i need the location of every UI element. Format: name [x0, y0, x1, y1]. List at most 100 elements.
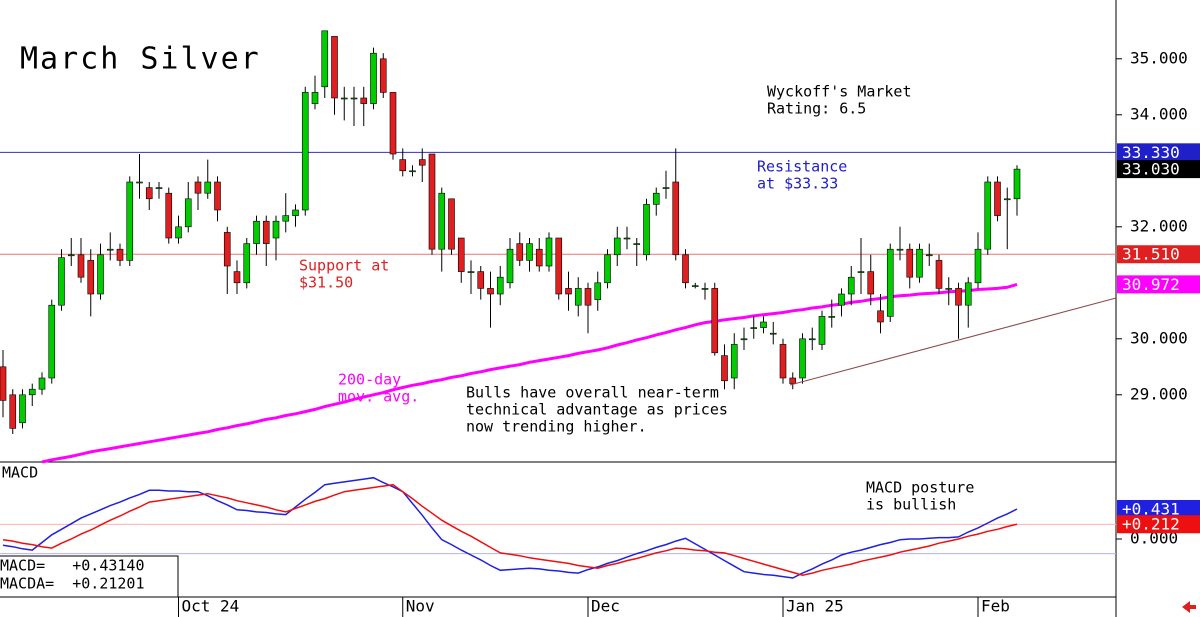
candle-body [701, 288, 709, 290]
candle-body [555, 237, 563, 295]
y-tick-label: 30.000 [1130, 328, 1188, 347]
candle-body [857, 271, 865, 273]
candle-body [584, 288, 592, 306]
annotation: Wyckoff's Market [767, 83, 912, 101]
candle-body [379, 58, 387, 93]
candle-body [106, 248, 114, 251]
candle-body [194, 181, 202, 194]
candle-body [740, 338, 748, 341]
candle-body [828, 316, 836, 318]
candle-body [574, 288, 582, 306]
annotation: Resistance [757, 158, 847, 176]
candle-body [1003, 198, 1011, 201]
series-line [2, 476, 1018, 579]
candle-body [77, 254, 85, 278]
candle-body [282, 215, 290, 222]
candle-body [750, 327, 758, 329]
candle-body [19, 394, 26, 424]
candle-body [184, 198, 192, 228]
candle-body [769, 332, 777, 335]
candle-body [643, 204, 650, 256]
candle-body [779, 344, 787, 379]
candle-body [175, 226, 182, 239]
candle-body [136, 181, 143, 184]
series-line [2, 483, 1018, 576]
price-tag [1117, 245, 1200, 264]
price-tag [1117, 160, 1200, 179]
candle-body [789, 377, 797, 384]
candle-body [428, 153, 436, 250]
x-tick-label: Feb [981, 597, 1010, 616]
candle-body [399, 159, 407, 172]
y-tick-label: 32.000 [1130, 216, 1188, 235]
nav-arrow [1182, 601, 1196, 613]
x-tick-label: Jan 25 [786, 597, 844, 616]
candle-body [214, 181, 221, 211]
price-tag-label: 31.510 [1122, 245, 1180, 264]
legend-box [0, 555, 179, 598]
candle-body [652, 192, 660, 205]
annotation: technical advantage as prices [466, 401, 728, 419]
candle-body [165, 192, 173, 239]
candle-body [253, 220, 260, 244]
trend-line [789, 297, 1117, 386]
candle-body [1013, 168, 1021, 200]
candle-body [565, 288, 572, 295]
candle-body [994, 181, 1001, 216]
candle-body [301, 92, 309, 211]
candle-body [730, 344, 738, 379]
candle-body [906, 248, 914, 278]
candle-body [0, 366, 7, 401]
annotation: MACD posture [866, 479, 974, 497]
candle-body [721, 355, 728, 382]
x-tick-label: Dec [591, 597, 620, 616]
candle-body [409, 170, 416, 173]
chart-title: March Silver [20, 42, 261, 77]
plot: 35.000 34.000 32.000 30.000 29.000 Oct 24 Nov D… [0, 30, 1200, 617]
candle-body [672, 181, 680, 256]
annotation: 200-day [338, 371, 401, 389]
candle-body [808, 338, 816, 341]
candle-body [448, 198, 455, 250]
annotation: mov. avg. [338, 388, 419, 406]
series-line [41, 283, 1018, 464]
candle-body [477, 271, 485, 289]
y-tick-label: 0.000 [1130, 529, 1178, 548]
candle-body [360, 97, 368, 104]
candle-body [877, 310, 884, 323]
candle-body [847, 276, 855, 295]
candle-body [204, 181, 212, 194]
annotation: Support at [299, 257, 389, 275]
candle-body [760, 321, 767, 328]
annotation: at $33.33 [757, 175, 838, 193]
candle-body [58, 257, 65, 306]
candle-body [321, 30, 329, 88]
annotation: is bullish [866, 496, 956, 514]
candle-body [331, 36, 338, 99]
candle-body [457, 237, 465, 272]
candle-body [223, 232, 231, 267]
candle-body [155, 187, 163, 189]
candle-body [886, 248, 894, 317]
candle-body [243, 243, 251, 284]
candle-body [604, 254, 611, 284]
candle-body [97, 254, 104, 295]
candle-body [838, 293, 845, 306]
annotation: Rating: 6.5 [767, 100, 866, 118]
candle-body [116, 248, 124, 261]
candle-body [67, 254, 75, 257]
candle-body [496, 276, 504, 295]
candle-body [974, 248, 982, 284]
candle-body [9, 394, 17, 429]
candle-body [613, 237, 621, 256]
candle-body [506, 248, 514, 284]
candle-body [984, 181, 992, 250]
annotation: now trending higher. [466, 418, 647, 436]
candle-body [682, 254, 689, 284]
candle-body [311, 92, 319, 104]
candle-body [691, 285, 699, 287]
y-tick-label: 29.000 [1130, 384, 1188, 403]
candle-body [662, 187, 670, 189]
legend-entry: MACDA= +0.21201 [0, 575, 145, 593]
